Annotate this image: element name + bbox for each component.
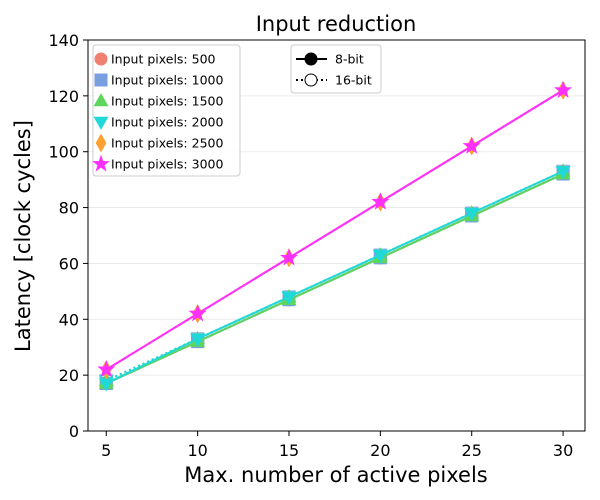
legend-label: Input pixels: 500 — [111, 52, 216, 67]
x-tick-label: 25 — [462, 441, 482, 460]
legend-marker — [93, 93, 109, 107]
y-axis-label: Latency [clock cycles] — [11, 120, 35, 352]
y-tick-label: 20 — [59, 366, 79, 385]
chart-title: Input reduction — [256, 12, 417, 36]
legend-marker — [95, 133, 107, 153]
legend-label: Input pixels: 2000 — [111, 115, 223, 130]
series-2000-16-bit — [98, 165, 571, 389]
data-point — [371, 192, 390, 210]
x-axis: 5 10 15 20 25 30 — [101, 431, 573, 460]
legend-label: 16-bit — [335, 73, 372, 88]
data-point — [280, 248, 298, 266]
x-tick-label: 5 — [101, 441, 111, 460]
plot-frame — [87, 39, 586, 432]
data-point — [190, 333, 206, 347]
legend-label: Input pixels: 1000 — [111, 73, 223, 88]
y-tick-label: 80 — [59, 199, 79, 218]
legend-marker — [94, 73, 108, 87]
data-point — [554, 80, 572, 98]
legend-label: 8-bit — [335, 52, 364, 67]
data-point — [97, 360, 116, 378]
x-tick-label: 30 — [553, 441, 573, 460]
legend-marker — [304, 52, 318, 66]
legend-label: Input pixels: 2500 — [111, 136, 223, 151]
legend-label: Input pixels: 1500 — [111, 94, 223, 109]
legend-marker — [304, 73, 318, 87]
data-point — [188, 304, 207, 322]
series-line — [105, 170, 564, 382]
x-tick-label: 15 — [279, 441, 299, 460]
y-axis: 0 20 40 60 80 100 120 140 — [48, 31, 88, 441]
legend-input-pixels: Input pixels: 500 Input pixels: 1000 Input… — [92, 44, 241, 177]
legend-marker — [92, 154, 110, 172]
data-point — [281, 291, 297, 305]
data-point — [555, 165, 571, 180]
legend-bit-depth: 8-bit 16-bit — [290, 44, 382, 94]
y-tick-label: 0 — [69, 422, 79, 441]
y-tick-label: 60 — [59, 254, 79, 273]
data-point — [462, 136, 481, 154]
data-point — [464, 207, 480, 222]
x-axis-label: Max. number of active pixels — [184, 463, 487, 487]
series-line — [105, 89, 564, 371]
series-line — [105, 173, 564, 385]
legend-marker — [94, 52, 108, 66]
legend-frame — [92, 44, 241, 177]
y-tick-label: 120 — [48, 87, 79, 106]
y-tick-label: 100 — [48, 143, 79, 162]
series-layer — [97, 80, 572, 392]
data-point — [372, 249, 388, 263]
x-tick-label: 20 — [370, 441, 390, 460]
series-3000-16-bit — [97, 80, 572, 378]
y-tick-label: 140 — [48, 31, 79, 50]
legend-marker — [93, 116, 109, 130]
legend-label: Input pixels: 3000 — [111, 157, 223, 172]
x-tick-label: 10 — [187, 441, 207, 460]
y-tick-label: 40 — [59, 310, 79, 329]
